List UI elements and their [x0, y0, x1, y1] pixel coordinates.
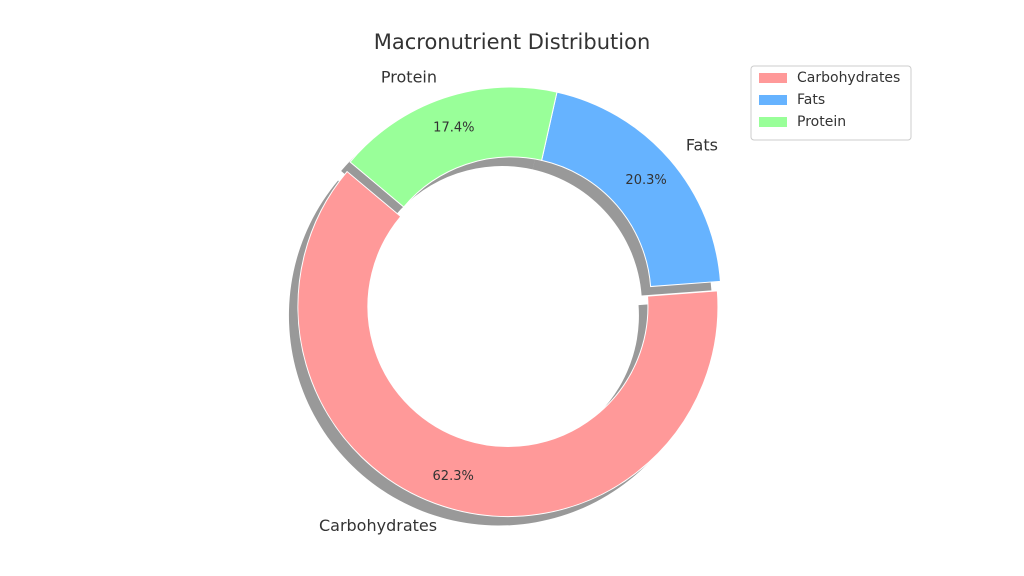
- legend-label: Protein: [797, 114, 846, 130]
- legend-swatch: [759, 95, 787, 105]
- legend-label: Fats: [797, 92, 825, 108]
- wedge: [349, 86, 558, 208]
- category-label: Fats: [686, 135, 718, 154]
- wedge: [297, 170, 719, 518]
- category-label: Carbohydrates: [319, 516, 437, 535]
- category-label: Protein: [381, 68, 437, 87]
- legend: Carbohydrates Fats Protein: [750, 65, 912, 141]
- value-label: 17.4%: [433, 120, 474, 135]
- legend-swatch: [759, 117, 787, 127]
- wedge: [541, 91, 721, 288]
- legend-frame: [750, 65, 912, 141]
- legend-label: Carbohydrates: [797, 70, 900, 86]
- chart-title: Macronutrient Distribution: [374, 30, 651, 54]
- value-label: 20.3%: [625, 173, 666, 188]
- legend-swatch: [759, 73, 787, 83]
- value-label: 62.3%: [433, 469, 474, 484]
